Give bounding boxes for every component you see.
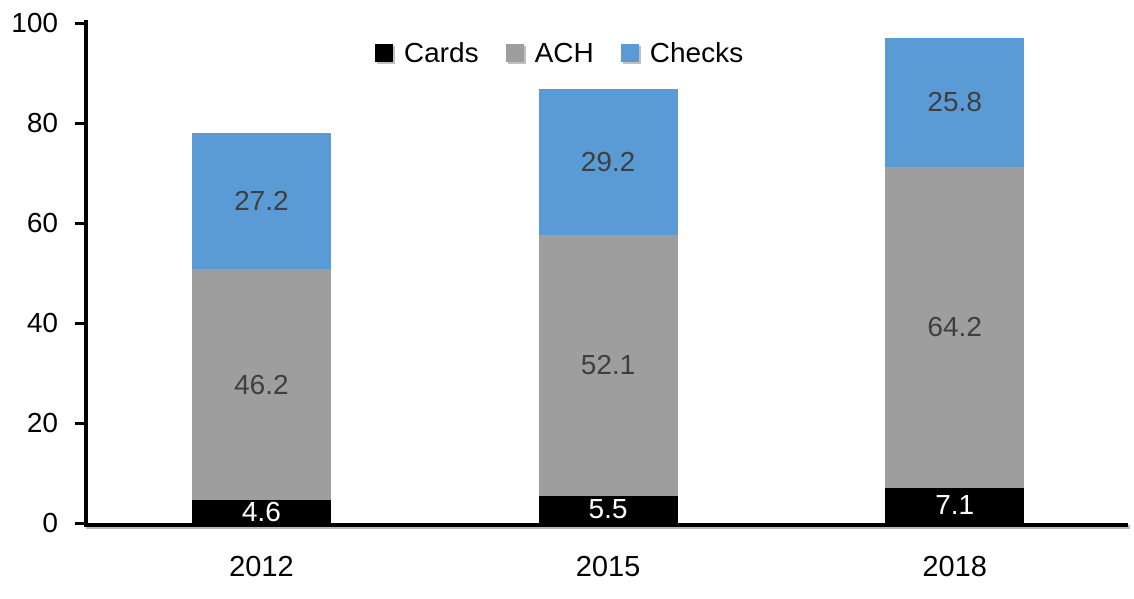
legend-item-ach: ACH <box>505 36 594 70</box>
chart-legend: Cards ACH Checks <box>0 36 1118 70</box>
legend-swatch-icon <box>505 44 524 62</box>
bar-segment-checks-2015 <box>538 89 678 235</box>
bar-segment-checks-2018 <box>885 37 1025 167</box>
bar-value-label-checks-2018: 25.8 <box>927 86 982 117</box>
y-axis-tick <box>75 521 86 525</box>
y-axis-tick-label: 0 <box>42 507 58 538</box>
bar-segment-ach-2012 <box>191 269 331 500</box>
bar-value-label-checks-2015: 29.2 <box>580 146 636 177</box>
y-axis-tick <box>75 121 86 125</box>
y-axis-tick-label: 80 <box>26 107 58 138</box>
x-axis-line <box>84 523 1128 527</box>
x-axis-category-label-2012: 2012 <box>229 551 294 583</box>
legend-swatch-icon <box>374 44 393 62</box>
y-axis-tick <box>75 421 86 425</box>
legend-label: Cards <box>403 37 479 68</box>
bar-value-label-checks-2012: 27.2 <box>234 185 289 216</box>
y-axis-tick <box>75 221 86 225</box>
x-axis-category-label-2015: 2015 <box>575 551 641 583</box>
legend-item-checks: Checks <box>620 36 744 70</box>
bar-segment-cards-2015 <box>538 495 678 523</box>
bar-value-label-ach-2015: 52.1 <box>580 349 636 381</box>
y-axis-tick-label: 100 <box>11 7 58 38</box>
legend-item-cards: Cards <box>374 36 479 70</box>
y-axis-line <box>84 20 88 527</box>
bar-value-label-cards-2012: 4.6 <box>241 495 281 527</box>
bar-value-label-ach-2012: 46.2 <box>234 368 289 400</box>
bar-value-label-cards-2015: 5.5 <box>588 493 628 525</box>
legend-label: ACH <box>534 37 594 68</box>
y-axis-tick <box>75 21 86 25</box>
bar-segment-cards-2018 <box>885 487 1025 523</box>
y-axis-tick-label: 60 <box>26 207 58 238</box>
y-axis-tick-label: 40 <box>26 307 58 338</box>
bar-value-label-ach-2018: 64.2 <box>927 311 982 342</box>
x-axis-category-label-2018: 2018 <box>922 551 987 583</box>
bar-value-label-cards-2018: 7.1 <box>935 489 975 521</box>
y-axis-tick <box>75 321 86 325</box>
legend-swatch-icon <box>620 44 639 62</box>
bar-segment-cards-2012 <box>191 500 331 523</box>
bar-segment-ach-2018 <box>885 166 1025 488</box>
y-axis-tick-label: 20 <box>26 407 58 438</box>
bar-segment-ach-2015 <box>538 235 678 496</box>
bar-segment-checks-2012 <box>191 133 331 269</box>
legend-label: Checks <box>649 37 744 68</box>
